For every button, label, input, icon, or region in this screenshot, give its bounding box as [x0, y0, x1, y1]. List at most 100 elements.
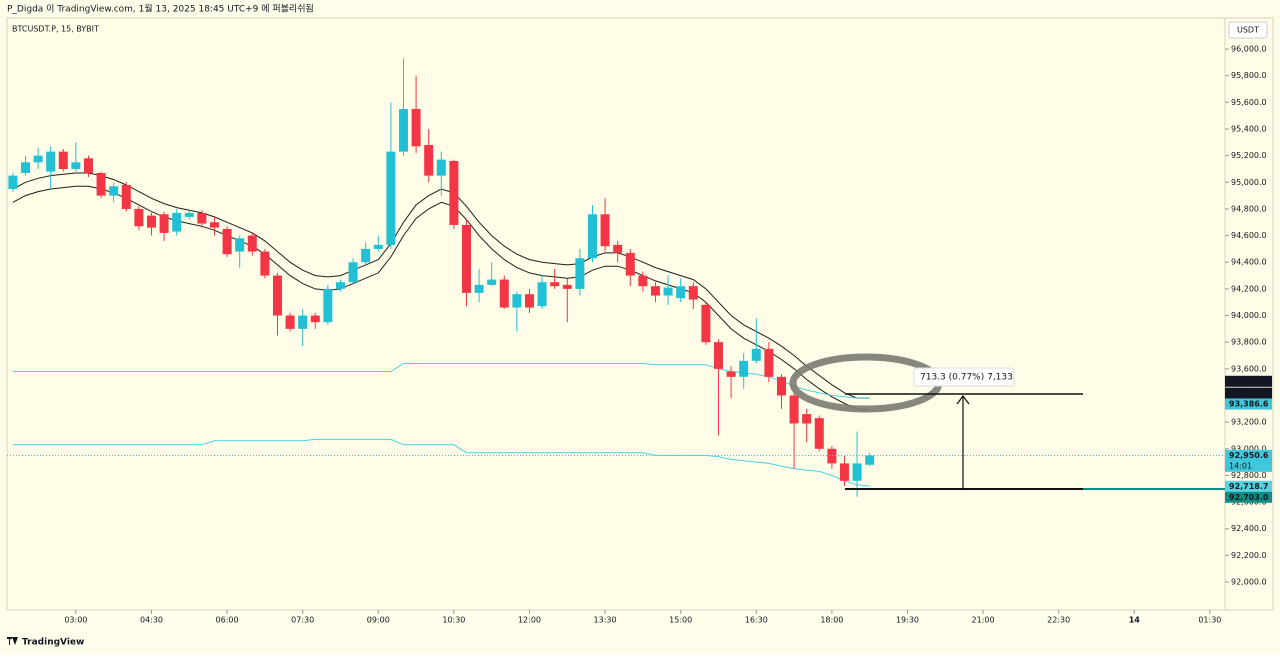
- candle-body: [814, 418, 824, 449]
- y-tick-label: 95,600.0: [1231, 98, 1267, 107]
- x-tick-label: 18:00: [820, 616, 843, 625]
- candle-body: [386, 151, 396, 245]
- candle-body: [184, 212, 194, 217]
- marks: 92,000.092,200.092,400.092,600.092,800.0…: [7, 45, 1272, 625]
- price-badge: [1225, 480, 1272, 492]
- x-tick-label: 15:00: [669, 616, 692, 625]
- y-tick-label: 96,000.0: [1231, 45, 1267, 54]
- candle-body: [638, 275, 648, 287]
- candle-body: [613, 244, 623, 253]
- candle-body: [789, 395, 799, 424]
- price-badge-label: 92,718.7: [1229, 482, 1268, 491]
- candle-body: [739, 360, 749, 377]
- candle-body: [550, 282, 560, 287]
- price-badge: [1225, 375, 1272, 387]
- measure-label: 713.3 (0.77%) 7,133: [920, 373, 1013, 383]
- x-tick-label: 10:30: [442, 616, 465, 625]
- candle-body: [449, 160, 459, 225]
- y-tick-label: 95,800.0: [1231, 71, 1267, 80]
- y-tick-label: 93,000.0: [1231, 444, 1267, 453]
- candle-body: [587, 214, 597, 259]
- candle-body: [676, 286, 686, 299]
- x-tick-label: 13:30: [594, 616, 617, 625]
- drawings: 713.3 (0.77%) 7,133: [789, 353, 1225, 490]
- candle-body: [272, 275, 282, 316]
- candle-body: [209, 222, 219, 228]
- y-tick-label: 95,200.0: [1231, 151, 1267, 160]
- candle-body: [172, 212, 182, 232]
- price-badge-label: 93,386.6: [1229, 400, 1269, 409]
- candle-body: [575, 258, 585, 289]
- y-tick-label: 94,600.0: [1231, 231, 1267, 240]
- footer-logo: TradingView: [22, 638, 84, 648]
- candle-body: [650, 286, 660, 296]
- y-tick-label: 92,800.0: [1231, 471, 1267, 480]
- x-tick-label: 07:30: [291, 616, 314, 625]
- indicator-line: [12, 363, 870, 399]
- candle-body: [411, 109, 421, 147]
- y-tick-label: 93,200.0: [1231, 418, 1267, 427]
- candle-body: [499, 279, 509, 308]
- candle-body: [865, 455, 875, 465]
- candle-body: [323, 288, 333, 323]
- candle-body: [688, 286, 698, 300]
- candle-body: [663, 287, 673, 296]
- candle-body: [260, 251, 270, 276]
- candle-body: [713, 342, 723, 369]
- candle-body: [524, 294, 534, 308]
- x-tick-label: 22:30: [1047, 616, 1070, 625]
- measure-box: [913, 367, 1015, 387]
- candle-body: [83, 158, 93, 173]
- candle-body: [701, 304, 711, 343]
- candle-body: [121, 184, 131, 209]
- price-badge-label: 92,950.6: [1229, 451, 1269, 460]
- candle-body: [8, 175, 18, 189]
- y-tick-label: 93,600.0: [1231, 364, 1267, 373]
- y-tick-label: 95,400.0: [1231, 124, 1267, 133]
- x-tick-label: 06:00: [216, 616, 239, 625]
- y-tick-label: 92,200.0: [1231, 551, 1267, 560]
- x-tick-label: 01:30: [1198, 616, 1221, 625]
- x-tick-label: 04:30: [140, 616, 163, 625]
- candle-body: [802, 414, 812, 424]
- candle-body: [109, 186, 119, 196]
- x-tick-label: 14: [1129, 616, 1141, 625]
- price-badge: [1225, 491, 1272, 503]
- plot-area: [6, 17, 1226, 611]
- indicator-line: [12, 185, 870, 411]
- currency-box: [1228, 21, 1268, 39]
- candle-body: [335, 282, 345, 289]
- candle-body: [562, 284, 572, 289]
- x-tick-label: 19:30: [896, 616, 919, 625]
- candle-body: [398, 109, 408, 152]
- y-tick-label: 95,000.0: [1231, 178, 1267, 187]
- candle-body: [852, 463, 862, 481]
- candle-body: [285, 315, 295, 329]
- price-badge: [1225, 449, 1272, 472]
- logo-icon: [7, 637, 18, 645]
- candle-body: [726, 371, 736, 377]
- candle-body: [764, 348, 774, 377]
- candle-body: [20, 162, 30, 173]
- candle-body: [776, 376, 786, 396]
- y-tick-label: 94,400.0: [1231, 258, 1267, 267]
- arrow-head: [956, 395, 970, 405]
- y-tick-label: 94,000.0: [1231, 311, 1267, 320]
- candle-body: [134, 208, 144, 227]
- candle-body: [58, 151, 68, 169]
- price-badge-label: 93,506.6: [1229, 377, 1269, 386]
- candle-body: [600, 214, 610, 247]
- symbol: BTCUSDT.P, 15, BYBIT: [12, 25, 99, 34]
- candle-body: [71, 162, 81, 169]
- candle-body: [461, 224, 471, 293]
- price-axis: [1224, 17, 1274, 611]
- candle-body: [537, 282, 547, 307]
- y-tick-label: 93,800.0: [1231, 338, 1267, 347]
- candle-body: [46, 151, 56, 172]
- candle-body: [33, 155, 43, 163]
- candle-body: [348, 262, 358, 283]
- candle-body: [751, 348, 761, 361]
- price-badge-label: 92,703.0: [1229, 493, 1269, 502]
- candle-body: [839, 463, 849, 481]
